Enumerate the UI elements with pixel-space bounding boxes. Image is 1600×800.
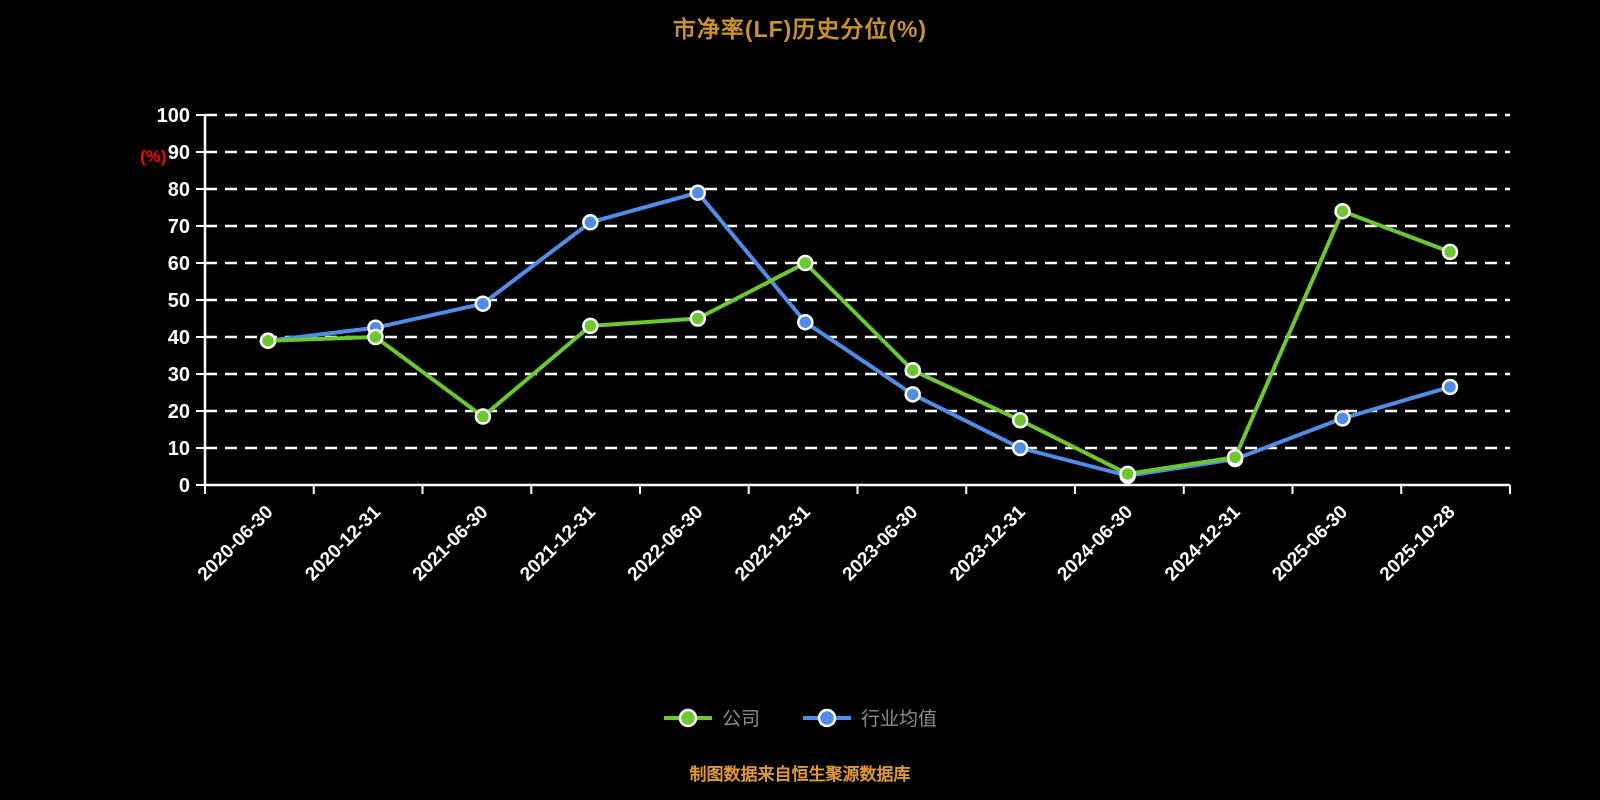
svg-text:80: 80 [168, 179, 190, 201]
chart-title: 市净率(LF)历史分位(%) [672, 16, 928, 42]
svg-text:100: 100 [157, 105, 190, 127]
svg-text:30: 30 [168, 364, 190, 386]
data-source-note: 制图数据来自恒生聚源数据库 [689, 765, 911, 784]
line-chart: 0 10 20 30 40 50 60 70 80 90 100 2020-06-30 2020-12-… [157, 105, 1511, 586]
svg-text:2021-12-31: 2021-12-31 [516, 501, 600, 585]
svg-text:2023-12-31: 2023-12-31 [946, 501, 1030, 585]
svg-text:2020-12-31: 2020-12-31 [301, 501, 385, 585]
svg-text:40: 40 [168, 327, 190, 349]
svg-text:2025-06-30: 2025-06-30 [1268, 502, 1352, 586]
svg-text:2023-06-30: 2023-06-30 [839, 502, 923, 586]
svg-text:60: 60 [168, 253, 190, 275]
svg-text:2024-06-30: 2024-06-30 [1054, 502, 1138, 586]
svg-text:50: 50 [168, 290, 190, 312]
svg-text:20: 20 [168, 401, 190, 423]
legend-item-industry[interactable]: 行业均值 [802, 704, 937, 731]
svg-text:2022-06-30: 2022-06-30 [624, 502, 708, 586]
legend-item-company[interactable]: 公司 [663, 704, 760, 731]
svg-text:2025-10-28: 2025-10-28 [1376, 502, 1460, 586]
svg-text:90: 90 [168, 142, 190, 164]
svg-text:10: 10 [168, 438, 190, 460]
svg-text:2022-12-31: 2022-12-31 [731, 501, 815, 585]
svg-text:2024-12-31: 2024-12-31 [1161, 501, 1245, 585]
legend-label-industry: 行业均值 [861, 709, 938, 730]
industry-legend-marker [803, 708, 851, 727]
svg-text:2021-06-30: 2021-06-30 [409, 502, 493, 586]
svg-text:2020-06-30: 2020-06-30 [194, 502, 278, 586]
company-legend-marker [663, 708, 712, 727]
legend-label-company: 公司 [721, 709, 760, 730]
svg-text:70: 70 [168, 216, 190, 238]
legend: 公司 行业均值 [0, 704, 1600, 731]
svg-text:0: 0 [179, 475, 190, 497]
y-axis-unit: (%) [140, 147, 167, 166]
